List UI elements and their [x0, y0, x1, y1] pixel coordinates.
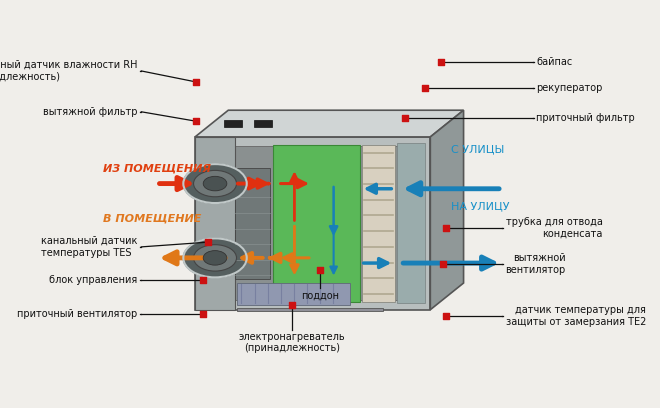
Text: В ПОМЕЩЕНИЕ: В ПОМЕЩЕНИЕ [103, 214, 201, 224]
Point [197, 277, 208, 283]
Circle shape [193, 171, 236, 197]
Polygon shape [238, 282, 350, 305]
Polygon shape [430, 110, 463, 310]
Text: канальный датчик влажности RH
(принадлежность): канальный датчик влажности RH (принадлеж… [0, 60, 138, 82]
Point [287, 302, 298, 308]
Polygon shape [397, 143, 425, 304]
Point [438, 261, 448, 267]
Polygon shape [235, 146, 418, 300]
Circle shape [203, 251, 227, 265]
Point [203, 239, 213, 246]
Point [440, 313, 451, 319]
Text: датчик температуры для
защиты от замерзания ТЕ2: датчик температуры для защиты от замерза… [506, 305, 646, 327]
Point [420, 85, 430, 91]
Text: вытяжной
вентилятор: вытяжной вентилятор [506, 253, 566, 275]
Text: рекуператор: рекуператор [536, 83, 603, 93]
Point [191, 118, 201, 124]
Text: трубка для отвода
конденсата: трубка для отвода конденсата [506, 217, 603, 239]
Polygon shape [362, 145, 395, 302]
Circle shape [203, 176, 227, 191]
Point [399, 115, 410, 121]
Point [315, 267, 325, 274]
Text: байпас: байпас [536, 57, 572, 67]
Text: ИЗ ПОМЕЩЕНИЯ: ИЗ ПОМЕЩЕНИЯ [103, 163, 211, 173]
Polygon shape [273, 145, 360, 302]
Text: С УЛИЦЫ: С УЛИЦЫ [451, 144, 504, 155]
Polygon shape [195, 137, 235, 310]
Polygon shape [195, 110, 463, 137]
Text: вытяжной фильтр: вытяжной фильтр [44, 107, 138, 117]
Text: канальный датчик
температуры TES: канальный датчик температуры TES [42, 236, 138, 258]
Point [440, 225, 451, 231]
Text: приточный фильтр: приточный фильтр [536, 113, 635, 123]
Point [197, 311, 208, 318]
Polygon shape [195, 137, 430, 310]
Text: поддон: поддон [302, 290, 339, 300]
Text: электронагреватель
(принадлежность): электронагреватель (принадлежность) [239, 332, 346, 353]
Polygon shape [235, 168, 271, 279]
Point [436, 58, 446, 65]
Circle shape [193, 245, 236, 271]
Text: НА УЛИЦУ: НА УЛИЦУ [451, 201, 510, 211]
Text: приточный вентилятор: приточный вентилятор [18, 309, 138, 319]
Polygon shape [224, 120, 242, 127]
Point [191, 79, 201, 85]
Text: блок управления: блок управления [50, 275, 138, 285]
Polygon shape [253, 120, 272, 127]
Polygon shape [238, 308, 383, 311]
Circle shape [183, 238, 247, 277]
Circle shape [183, 164, 247, 203]
